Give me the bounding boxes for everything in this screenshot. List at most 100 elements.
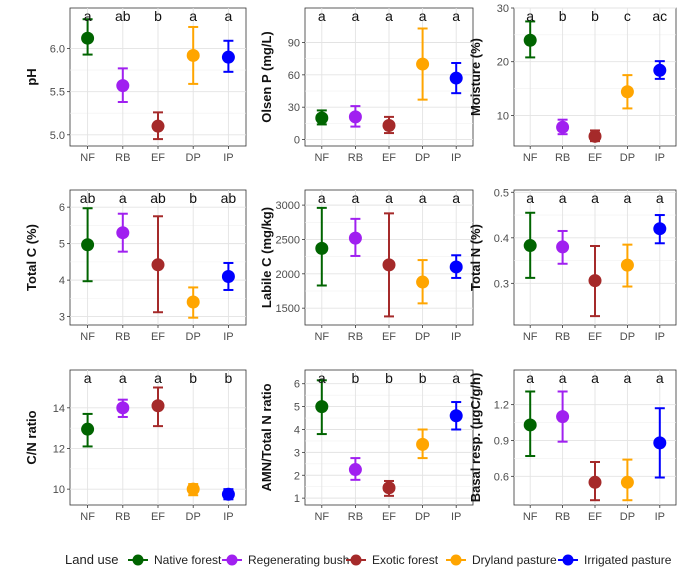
significance-letter: b: [385, 370, 393, 386]
x-tick-label: IP: [451, 511, 461, 523]
mean-point: [315, 241, 329, 255]
significance-letter: a: [419, 8, 427, 24]
mean-point: [315, 400, 329, 414]
mean-point: [348, 231, 362, 245]
mean-point: [556, 120, 570, 134]
y-tick-label: 1.2: [494, 400, 509, 412]
mean-point: [588, 274, 602, 288]
mean-point: [523, 418, 537, 432]
x-tick-label: NF: [80, 511, 95, 523]
significance-letter: a: [154, 370, 162, 386]
x-tick-label: RB: [348, 152, 363, 164]
legend-key-dot: [226, 554, 238, 566]
y-axis-label: Labile C (mg/kg): [259, 207, 274, 308]
significance-letter: a: [225, 8, 233, 24]
x-tick-label: DP: [620, 152, 635, 164]
x-tick-label: RB: [348, 331, 363, 343]
legend-label: Native forest: [154, 553, 222, 567]
legend-item-dryland-pasture: Dryland pasture: [446, 553, 557, 567]
x-tick-label: DP: [186, 152, 201, 164]
mean-point: [653, 63, 667, 77]
mean-point: [416, 57, 430, 71]
significance-letter: b: [419, 370, 427, 386]
y-axis-label: pH: [24, 68, 39, 85]
y-tick-label: 2000: [276, 269, 300, 281]
legend: Land use Native forest Regenerating bush…: [0, 548, 693, 572]
y-axis-label: Olsen P (mg/L): [259, 31, 274, 123]
x-tick-label: RB: [555, 511, 570, 523]
y-tick-label: 0.9: [494, 435, 509, 447]
x-tick-label: EF: [588, 331, 602, 343]
significance-letter: b: [189, 370, 197, 386]
mean-point: [221, 50, 235, 64]
significance-letter: a: [419, 190, 427, 206]
significance-letter: a: [591, 190, 599, 206]
significance-letter: ab: [115, 8, 131, 24]
x-tick-label: EF: [382, 152, 396, 164]
x-tick-label: EF: [588, 152, 602, 164]
significance-letter: a: [526, 190, 534, 206]
legend-key-dot: [562, 554, 574, 566]
y-tick-label: 0.3: [494, 278, 509, 290]
x-tick-label: IP: [451, 331, 461, 343]
significance-letter: a: [385, 8, 393, 24]
y-tick-label: 0: [294, 135, 300, 147]
significance-letter: ab: [80, 190, 96, 206]
y-tick-label: 2500: [276, 234, 300, 246]
y-tick-label: 60: [288, 70, 300, 82]
mean-point: [653, 436, 667, 450]
y-tick-label: 0.5: [494, 187, 509, 199]
mean-point: [449, 71, 463, 85]
mean-point: [382, 258, 396, 272]
mean-point: [523, 33, 537, 47]
significance-letter: a: [119, 370, 127, 386]
x-tick-label: DP: [415, 152, 430, 164]
significance-letter: a: [656, 370, 664, 386]
y-tick-label: 14: [53, 403, 65, 415]
x-tick-label: NF: [80, 331, 95, 343]
legend-label: Regenerating bush: [248, 553, 349, 567]
mean-point: [620, 475, 634, 489]
mean-point: [186, 295, 200, 309]
mean-point: [151, 258, 165, 272]
y-tick-label: 3: [59, 312, 65, 324]
significance-letter: a: [385, 190, 393, 206]
mean-point: [449, 409, 463, 423]
x-tick-label: EF: [588, 511, 602, 523]
x-tick-label: RB: [115, 511, 130, 523]
x-tick-label: DP: [186, 511, 201, 523]
significance-letter: a: [624, 190, 632, 206]
x-tick-label: RB: [348, 511, 363, 523]
y-axis-label: Total C (%): [24, 224, 39, 291]
y-axis-label: Total N (%): [468, 224, 483, 291]
legend-label: Irrigated pasture: [584, 553, 672, 567]
significance-letter: a: [526, 8, 534, 24]
significance-letter: ac: [652, 8, 667, 24]
significance-letter: a: [591, 370, 599, 386]
y-tick-label: 3: [294, 447, 300, 459]
x-tick-label: IP: [655, 152, 665, 164]
legend-item-native-forest: Native forest: [128, 553, 222, 567]
x-tick-label: NF: [523, 331, 538, 343]
y-tick-label: 5.5: [50, 87, 65, 99]
y-tick-label: 4: [294, 424, 300, 436]
x-tick-label: IP: [451, 152, 461, 164]
legend-item-irrigated-pasture: Irrigated pasture: [558, 553, 672, 567]
y-tick-label: 90: [288, 38, 300, 50]
panel-ph: 5.0 5.5 6.0 NF RB EF DP IP pH a ab b a a: [24, 7, 247, 164]
y-tick-label: 3000: [276, 200, 300, 212]
x-tick-label: IP: [655, 511, 665, 523]
mean-point: [620, 258, 634, 272]
panel-labile-c: 1500 2000 2500 3000 NF RB EF DP IP Labile C (mg/k…: [259, 189, 474, 343]
y-tick-label: 30: [497, 3, 509, 15]
x-tick-label: DP: [620, 511, 635, 523]
panel-moisture: 10 20 30 NF RB EF DP IP Moisture (%) a b b c ac: [468, 3, 677, 164]
x-tick-label: IP: [223, 152, 233, 164]
significance-letter: a: [352, 8, 360, 24]
significance-letter: a: [526, 370, 534, 386]
y-tick-label: 5: [59, 239, 65, 251]
x-tick-label: EF: [151, 152, 165, 164]
x-tick-label: IP: [223, 511, 233, 523]
mean-point: [588, 475, 602, 489]
